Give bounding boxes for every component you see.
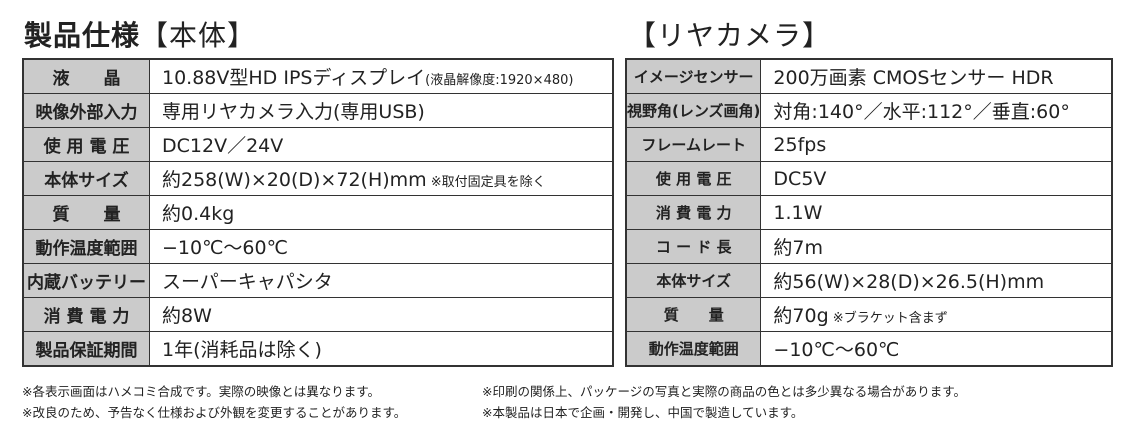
spec-row: 使 用 電 圧 DC5V [625, 161, 1113, 196]
spec-value-cell: −10℃〜60℃ [149, 229, 614, 264]
spec-value: 約70g [773, 305, 829, 327]
spec-value: −10℃〜60℃ [162, 237, 288, 259]
title-sub: 【本体】 [140, 19, 257, 52]
spec-row: 動作温度範囲 −10℃〜60℃ [22, 229, 614, 264]
spec-label: 視野角(レンズ画角) [625, 93, 762, 128]
spec-value-cell: 1年(消耗品は除く) [149, 331, 614, 367]
spec-label: 使 用 電 圧 [22, 127, 150, 162]
spec-value: 約258(W)×20(D)×72(H)mm [162, 169, 427, 191]
spec-value: −10℃〜60℃ [773, 339, 900, 361]
spec-label: 動作温度範囲 [22, 229, 150, 264]
spec-label: 動作温度範囲 [625, 331, 762, 367]
spec-value-cell: 1.1W [760, 195, 1113, 230]
spec-value: 10.88V型HD IPSディスプレイ [162, 67, 426, 89]
spec-value: DC12V／24V [162, 135, 284, 157]
spec-value-cell: 専用リヤカメラ入力(専用USB) [149, 93, 614, 128]
spec-label: フレームレート [625, 127, 762, 162]
spec-value: 専用リヤカメラ入力(専用USB) [162, 101, 425, 123]
note: ※本製品は日本で企画・開発し、中国で製造しています。 [482, 405, 804, 420]
spec-value: 対角:140°／水平:112°／垂直:60° [773, 101, 1070, 123]
spec-label: 内蔵バッテリー [22, 263, 150, 298]
spec-label: 本体サイズ [625, 263, 762, 298]
spec-row: 消 費 電 力約8W [22, 297, 614, 332]
spec-value-cell: 約8W [149, 297, 614, 332]
spec-label: 質 量 [22, 195, 150, 230]
spec-row: フレームレート 25fps [625, 127, 1113, 162]
notes-left: ※各表示画面はハメコミ合成です。実際の映像とは異なります。 ※改良のため、予告な… [22, 381, 406, 423]
spec-value: 1.1W [773, 201, 823, 224]
spec-value-cell: 25fps [760, 127, 1113, 162]
spec-row: 液 晶 10.88V型HD IPSディスプレイ(液晶解像度:1920×480) [22, 58, 614, 94]
spec-row: 製品保証期間 1年(消耗品は除く) [22, 331, 614, 367]
spec-value: DC5V [773, 167, 827, 190]
spec-value-cell: 約0.4kg [149, 195, 614, 230]
spec-row: 内蔵バッテリー スーパーキャパシタ [22, 263, 614, 298]
spec-label: 製品保証期間 [22, 331, 150, 367]
spec-row: 質 量約70g ※ブラケット含まず [625, 297, 1113, 332]
spec-note: ※ブラケット含まず [828, 311, 948, 326]
spec-value: 200万画素 CMOSセンサー HDR [773, 67, 1054, 89]
spec-value-cell: DC5V [760, 161, 1113, 196]
spec-row: 視野角(レンズ画角) 対角:140°／水平:112°／垂直:60° [625, 93, 1113, 128]
spec-label: 消 費 電 力 [22, 297, 150, 332]
spec-label: 本体サイズ [22, 161, 150, 196]
spec-value-cell: スーパーキャパシタ [149, 263, 614, 298]
spec-row: 本体サイズ 約56(W)×28(D)×26.5(H)mm [625, 263, 1113, 298]
spec-row: 質 量約0.4kg [22, 195, 614, 230]
spec-row: 動作温度範囲 −10℃〜60℃ [625, 331, 1113, 367]
spec-label: 質 量 [625, 297, 762, 332]
spec-row: イメージセンサー 200万画素 CMOSセンサー HDR [625, 58, 1113, 94]
spec-value: 約56(W)×28(D)×26.5(H)mm [773, 271, 1045, 293]
spec-value: スーパーキャパシタ [162, 271, 333, 293]
spec-note: ※取付固定具を除く [426, 175, 546, 190]
spec-value-cell: 対角:140°／水平:112°／垂直:60° [760, 93, 1113, 128]
note: ※各表示画面はハメコミ合成です。実際の映像とは異なります。 [22, 384, 380, 399]
spec-label: イメージセンサー [625, 58, 762, 94]
spec-value-cell: 約258(W)×20(D)×72(H)mm ※取付固定具を除く [149, 161, 614, 196]
spec-value: 約7m [773, 237, 824, 259]
spec-value-cell: 約7m [760, 229, 1113, 264]
spec-row: 使 用 電 圧 DC12V／24V [22, 127, 614, 162]
spec-note: (液晶解像度:1920×480) [425, 73, 574, 88]
spec-row: 消 費 電 力 1.1W [625, 195, 1113, 230]
spec-value-cell: 約56(W)×28(D)×26.5(H)mm [760, 263, 1113, 298]
note: ※改良のため、予告なく仕様および外観を変更することがあります。 [22, 405, 407, 420]
spec-value: 約0.4kg [162, 203, 235, 225]
main-spec-table: 液 晶 10.88V型HD IPSディスプレイ(液晶解像度:1920×480) 映像… [22, 58, 614, 367]
camera-spec-table: イメージセンサー 200万画素 CMOSセンサー HDR 視野角(レンズ画角) 対角:… [625, 58, 1113, 367]
spec-value-cell: 10.88V型HD IPSディスプレイ(液晶解像度:1920×480) [149, 58, 614, 94]
spec-row: 映像外部入力 専用リヤカメラ入力(専用USB) [22, 93, 614, 128]
note: ※印刷の関係上、パッケージの写真と実際の商品の色とは多少異なる場合があります。 [482, 384, 966, 399]
spec-label: コ ー ド 長 [625, 229, 762, 264]
spec-row: 本体サイズ 約258(W)×20(D)×72(H)mm ※取付固定具を除く [22, 161, 614, 196]
spec-value: 25fps [773, 133, 827, 156]
spec-value: 約8W [162, 305, 212, 327]
notes-right: ※印刷の関係上、パッケージの写真と実際の商品の色とは多少異なる場合があります。 … [482, 381, 966, 423]
spec-value: 1年(消耗品は除く) [162, 339, 322, 361]
title-text: 製品仕様 [24, 19, 141, 52]
spec-value-cell: −10℃〜60℃ [760, 331, 1113, 367]
spec-row: コ ー ド 長約7m [625, 229, 1113, 264]
spec-label: 使 用 電 圧 [625, 161, 762, 196]
spec-value-cell: 200万画素 CMOSセンサー HDR [760, 58, 1113, 94]
camera-spec-title: 【リヤカメラ】 [628, 19, 832, 52]
spec-label: 液 晶 [22, 58, 150, 94]
spec-label: 映像外部入力 [22, 93, 150, 128]
spec-label: 消 費 電 力 [625, 195, 762, 230]
spec-value-cell: 約70g ※ブラケット含まず [760, 297, 1113, 332]
main-spec-title: 製品仕様【本体】 [24, 14, 256, 54]
spec-value-cell: DC12V／24V [149, 127, 614, 162]
